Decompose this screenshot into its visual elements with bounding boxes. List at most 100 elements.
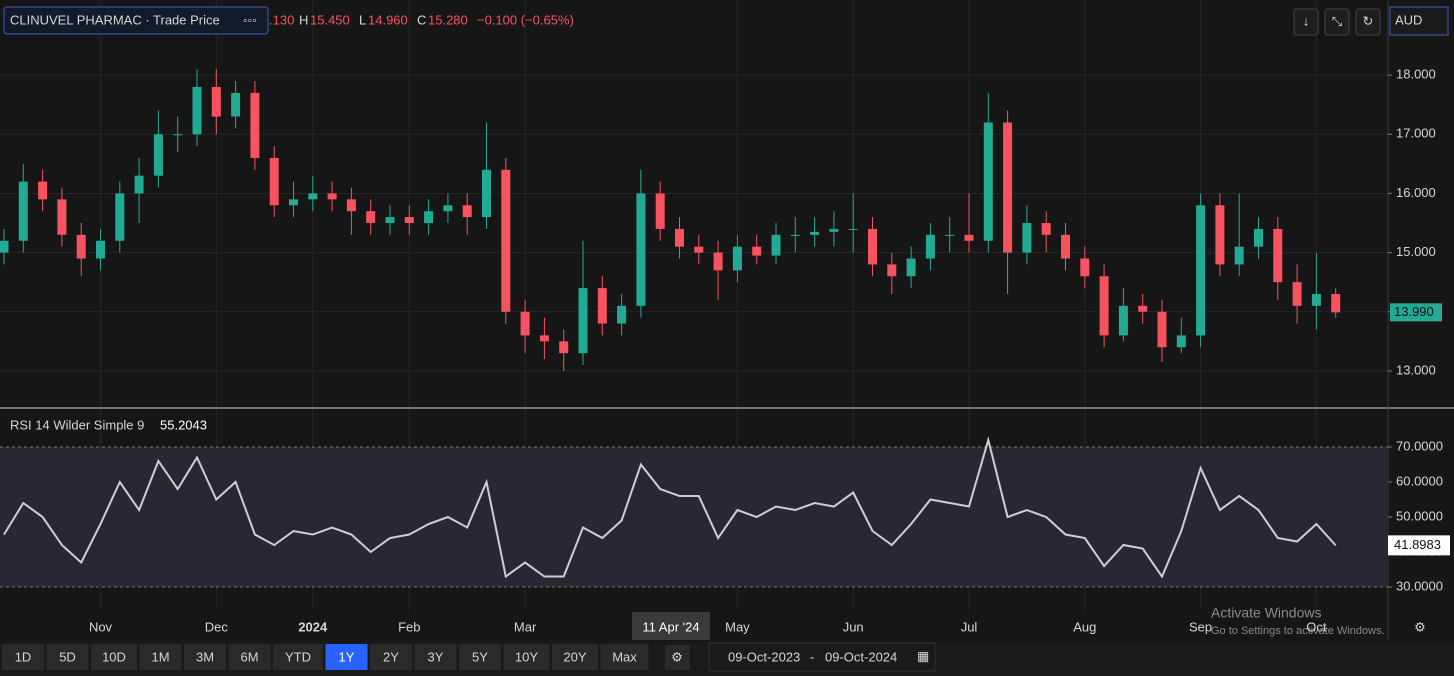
candle-body (1099, 276, 1109, 336)
range-label: 10D (102, 649, 126, 664)
candle-body (1041, 223, 1051, 235)
fullscreen-button[interactable] (1324, 8, 1350, 36)
candle-body (134, 175, 144, 194)
settings-button[interactable] (665, 645, 690, 670)
range-label: 1D (15, 649, 32, 664)
watermark-text: Go to Settings to activate Windows. (1211, 625, 1385, 637)
candle-body (810, 231, 820, 235)
candle-body (964, 234, 974, 241)
candle-body (1311, 294, 1321, 306)
candle-body (1138, 305, 1148, 312)
candle-body (1022, 223, 1032, 253)
range-label: 3Y (428, 649, 444, 664)
y-tick-label: 18.000 (1396, 67, 1436, 82)
candle-body (231, 92, 241, 117)
range-button[interactable] (273, 644, 323, 670)
menu-dots[interactable]: ◦◦◦ (243, 12, 257, 27)
candle-body (713, 252, 723, 271)
crosshair-date: 11 Apr '24 (642, 619, 699, 634)
range-button[interactable] (370, 644, 412, 670)
candle-body (76, 234, 86, 259)
rsi-band (0, 447, 1388, 588)
range-label: 5Y (472, 649, 488, 664)
range-button[interactable] (139, 644, 182, 670)
symbol-box[interactable] (3, 6, 269, 35)
candle-body (675, 228, 684, 247)
candle-body (752, 246, 762, 256)
candle-body (559, 341, 569, 354)
range-button[interactable] (503, 644, 550, 670)
range-label: 5D (59, 649, 76, 664)
y-tick-label: 17.000 (1396, 126, 1436, 141)
range-label: 1M (151, 649, 169, 664)
candle-body (1215, 205, 1225, 265)
date-to: 09-Oct-2024 (825, 649, 897, 664)
last-price-box (1390, 303, 1442, 322)
crosshair-date-box (632, 612, 710, 640)
currency: AUD (1395, 12, 1422, 27)
candle-body (771, 234, 781, 256)
fullscreen-icon: ⤡ (1332, 13, 1343, 28)
candle-body (1292, 282, 1302, 306)
range-button[interactable] (600, 644, 649, 670)
candle-body (18, 181, 28, 241)
x-tick-label: Nov (89, 619, 113, 634)
range-button[interactable] (91, 644, 137, 670)
x-tick-label: May (725, 619, 750, 634)
range-label: 1Y (339, 649, 355, 664)
range-button[interactable] (552, 644, 598, 670)
axis-settings[interactable]: ⚙ (1414, 619, 1426, 634)
y-tick-label: 70.0000 (1396, 438, 1443, 453)
candle-body (0, 240, 9, 253)
x-tick-label: Aug (1073, 619, 1096, 634)
candle-body (346, 199, 356, 212)
c-val: 15.280 (428, 12, 468, 27)
x-tick-label: Jun (843, 619, 864, 634)
candle-body (945, 234, 955, 236)
candle-body (173, 134, 183, 136)
download-button[interactable] (1293, 8, 1319, 36)
last-price-label: 13.990 (1394, 304, 1434, 319)
open-value: .130 (269, 12, 294, 27)
l-key: L (359, 12, 366, 27)
change: −0.100 (−0.65%) (477, 12, 574, 27)
candle-body (289, 199, 298, 206)
candle-body (1196, 205, 1206, 336)
range-button[interactable] (184, 644, 226, 670)
x-tick-label: 2024 (298, 619, 328, 634)
x-tick-label: Feb (398, 619, 420, 634)
candle-body (887, 264, 897, 277)
range-button[interactable] (325, 644, 368, 670)
candle-body (96, 240, 105, 259)
date-sep: - (810, 649, 814, 664)
candle-body (578, 288, 588, 354)
date-from: 09-Oct-2023 (728, 649, 800, 664)
candle-body (848, 228, 858, 230)
candle-body (1157, 311, 1167, 348)
candle-body (1118, 305, 1128, 336)
range-button[interactable] (228, 644, 271, 670)
candle-body (482, 169, 491, 218)
candle-body (655, 193, 665, 229)
range-button[interactable] (46, 644, 89, 670)
refresh-button[interactable] (1355, 8, 1381, 36)
candle-body (443, 205, 453, 212)
candle-body (829, 228, 839, 232)
candle-body (1176, 335, 1186, 348)
date-range[interactable] (708, 642, 936, 672)
c-key: C (417, 12, 426, 27)
last-rsi-box (1388, 535, 1450, 556)
candle-body (520, 311, 530, 336)
candle-body (983, 122, 993, 241)
candle-body (694, 246, 704, 253)
range-label: YTD (285, 649, 311, 664)
range-button[interactable] (414, 644, 457, 670)
currency-box[interactable] (1389, 6, 1449, 36)
range-button[interactable] (459, 644, 501, 670)
range-button[interactable] (2, 644, 44, 670)
range-label: Max (612, 649, 637, 664)
candle-body (1273, 228, 1283, 283)
plot (0, 69, 1388, 588)
